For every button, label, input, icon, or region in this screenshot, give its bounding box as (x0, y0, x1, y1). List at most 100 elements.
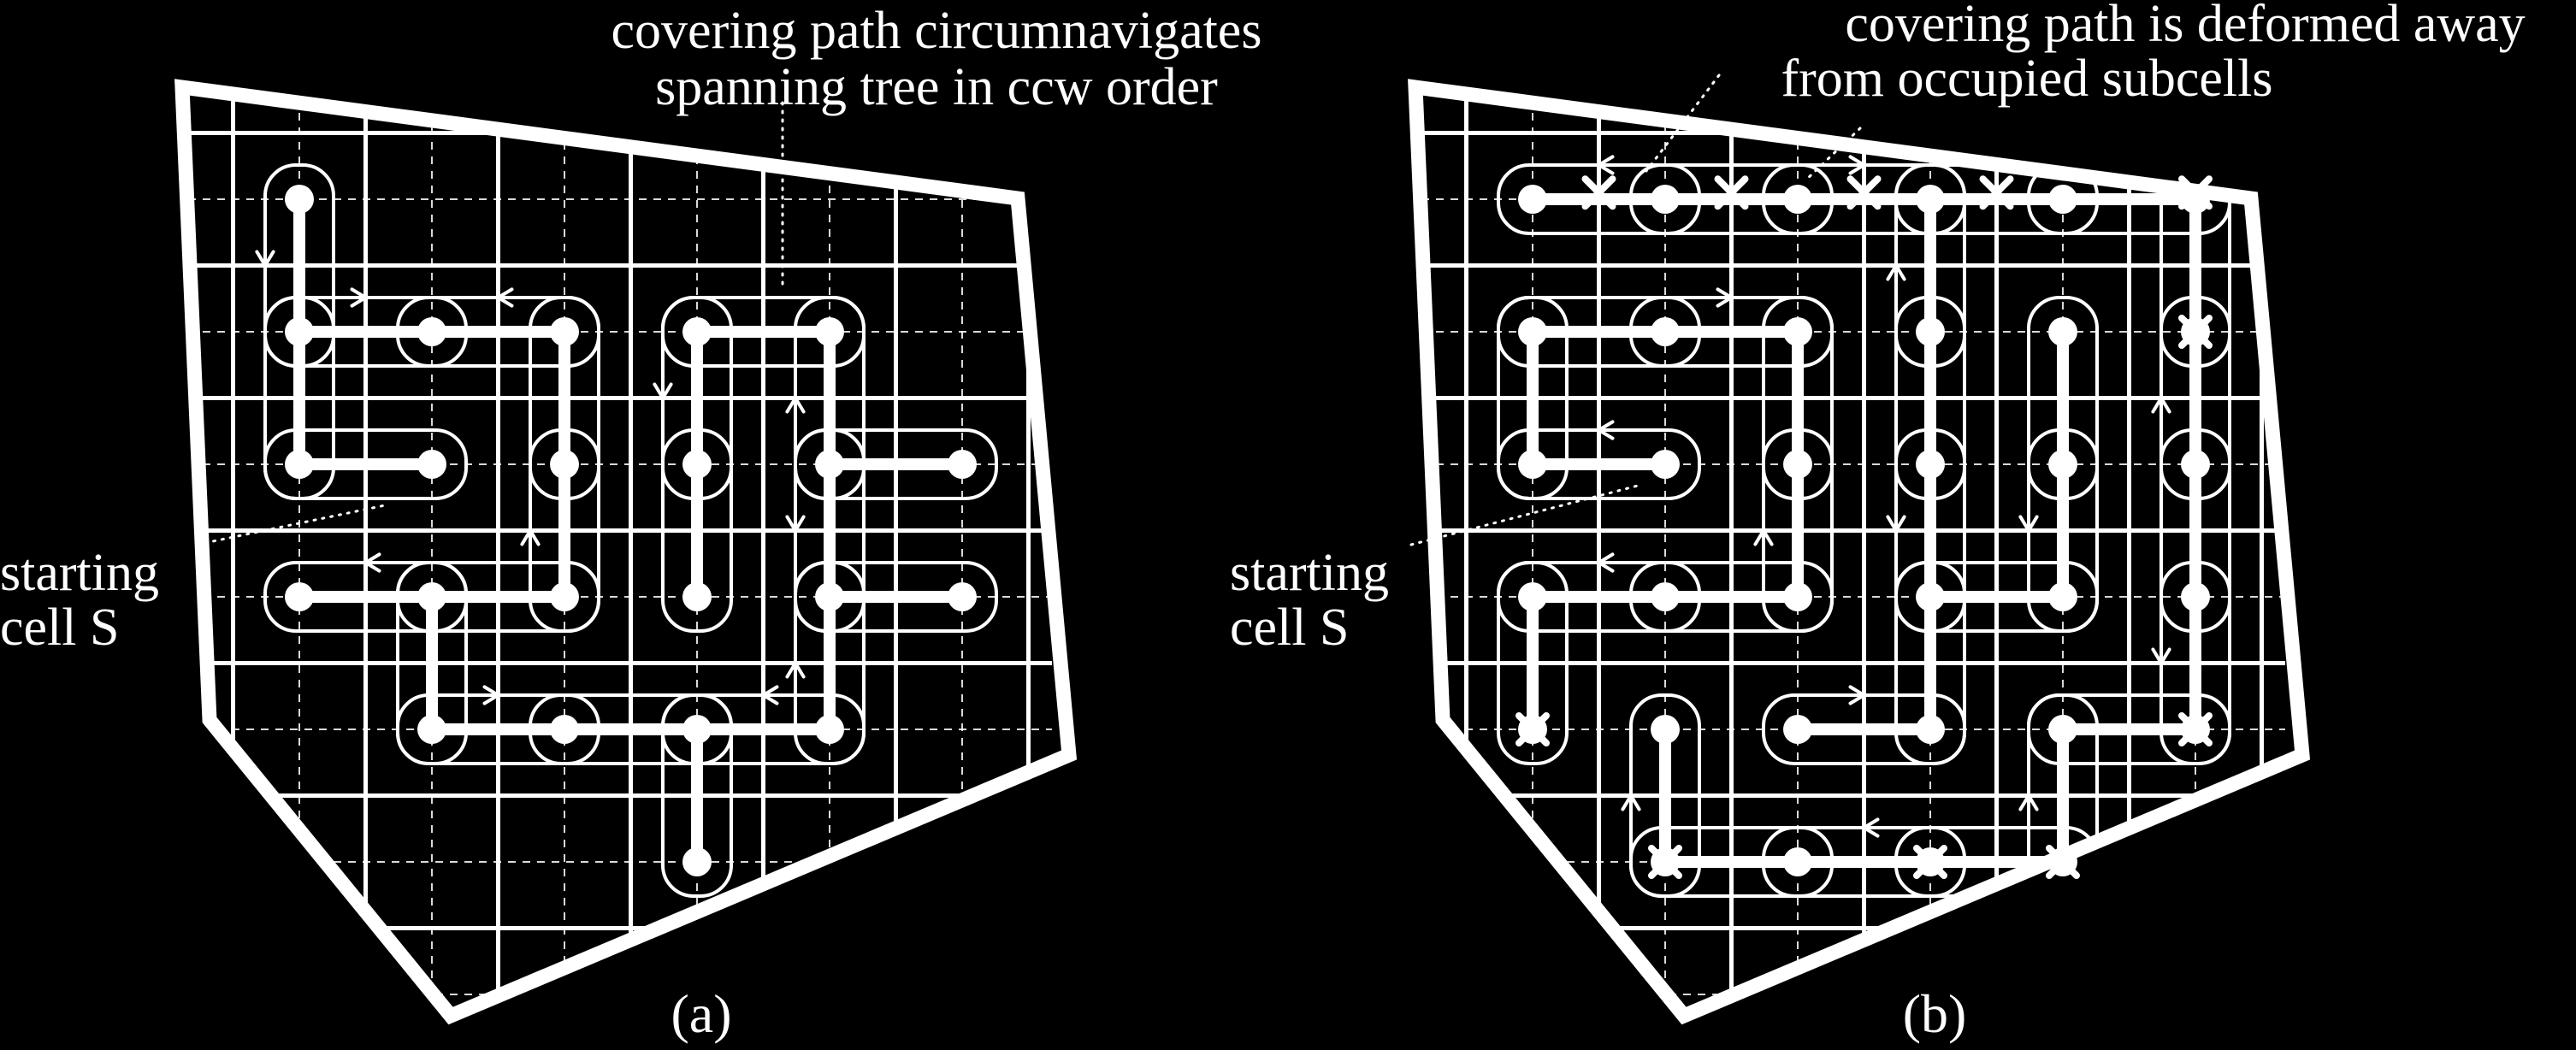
spanning-tree-node (285, 317, 314, 346)
start-label-line2-a: cell S (0, 599, 119, 657)
occupied-subcell-mark (1714, 175, 1749, 210)
covering-path-arrow (1716, 287, 1735, 308)
spanning-tree-node (2048, 185, 2077, 214)
spanning-tree-node (1916, 317, 1945, 346)
spanning-tree-node (815, 715, 844, 744)
spanning-tree-node (1783, 317, 1812, 346)
spanning-tree-node (1916, 582, 1945, 611)
start-label-line1-a: starting (0, 544, 159, 602)
spanning-tree-node (1783, 582, 1812, 611)
spanning-tree-node (1651, 582, 1680, 611)
covering-path-arrow (1595, 155, 1615, 175)
spanning-tree-node (948, 450, 977, 479)
covering-path-arrow (350, 287, 369, 308)
start-leader-b (1409, 484, 1640, 546)
spanning-tree-node (1783, 450, 1812, 479)
spanning-tree-node (2048, 715, 2077, 744)
spanning-tree-node (417, 317, 446, 346)
covering-path-arrow (759, 685, 779, 705)
covering-path-segment (2027, 693, 2231, 765)
spanning-tree-node (1518, 185, 1547, 214)
covering-path-segment (263, 428, 468, 500)
spanning-tree-node (2048, 317, 2077, 346)
covering-path-arrow (1848, 155, 1868, 175)
panel-a: covering path circumnavigates spanning t… (0, 2, 1262, 1044)
spanning-tree-node (1916, 185, 1945, 214)
occupied-subcell-mark (1846, 175, 1882, 210)
spanning-tree-node (550, 317, 579, 346)
spanning-tree-node (1783, 847, 1812, 876)
spanning-tree-node (285, 185, 314, 214)
spanning-tree-node (285, 450, 314, 479)
covering-path-arrow (785, 515, 806, 534)
occupied-subcell-mark (1979, 175, 2014, 210)
covering-path-arrow (362, 552, 381, 573)
spanning-tree-node (417, 582, 446, 611)
spanning-tree-node (1651, 317, 1680, 346)
spanning-tree-node (2181, 582, 2210, 611)
spanning-tree-node (682, 847, 712, 876)
workspace-boundary-b (1408, 79, 2311, 1025)
spanning-tree-node (417, 715, 446, 744)
callout-line1-a: covering path circumnavigates (612, 2, 1262, 60)
start-label-line2-b: cell S (1230, 599, 1349, 657)
occupied-subcell-mark (1648, 845, 1682, 879)
covering-path-arrow (2018, 792, 2039, 811)
spanning-tree-node (815, 317, 844, 346)
spanning-tree-a (285, 185, 977, 876)
spanning-tree-node (2048, 582, 2077, 611)
workspace-boundary-a (174, 79, 1078, 1025)
spanning-tree-node (1651, 715, 1680, 744)
spanning-tree-node (1518, 582, 1547, 611)
occupied-subcell-mark (1515, 712, 1550, 746)
covering-path-segment (1894, 561, 2099, 633)
covering-path-arrow (1848, 685, 1868, 705)
spanning-tree-node (1651, 185, 1680, 214)
panel-b: covering path is deformed away from occu… (1230, 0, 2526, 1044)
callout-line2-a: spanning tree in ccw order (655, 58, 1218, 116)
spanning-tree-node (815, 450, 844, 479)
spanning-tree-node (682, 715, 712, 744)
spanning-tree-node (550, 450, 579, 479)
covering-path-arrow (494, 287, 514, 308)
covering-path-arrow (785, 394, 806, 414)
covering-path-arrow (1753, 527, 1774, 546)
panel-caption-a: (a) (671, 983, 731, 1044)
start-label-line1-b: starting (1230, 544, 1389, 602)
covering-path-arrow (2151, 394, 2171, 414)
callout-line2-b: from occupied subcells (1781, 50, 2272, 108)
spanning-tree-node (285, 582, 314, 611)
spanning-tree-node (2181, 450, 2210, 479)
spanning-tree-node (948, 582, 977, 611)
covering-path-arrow (1860, 817, 1880, 838)
callout-line1-b: covering path is deformed away (1845, 0, 2525, 53)
spanning-tree-node (2048, 450, 2077, 479)
covering-path-arrow (785, 659, 806, 679)
covering-path-arrow (1886, 515, 1906, 534)
spanning-tree-node (1783, 715, 1812, 744)
occupied-subcell-mark (2178, 712, 2213, 746)
occupied-subcell-mark (2178, 315, 2213, 349)
spanning-tree-node (682, 317, 712, 346)
spanning-tree-node (1916, 715, 1945, 744)
covering-path-arrow (2018, 515, 2039, 534)
spanning-tree-node (1518, 450, 1547, 479)
panel-caption-b: (b) (1903, 983, 1967, 1044)
spanning-tree-node (1916, 450, 1945, 479)
spanning-tree-node (1651, 450, 1680, 479)
spanning-tree-node (682, 582, 712, 611)
spanning-tree-node (417, 450, 446, 479)
covering-path-segment (1497, 561, 1569, 765)
callout-leader-b1 (1645, 74, 1721, 173)
spanning-tree-node (550, 582, 579, 611)
covering-path-arrow (1595, 552, 1615, 573)
covering-path-segment (661, 693, 733, 898)
spanning-tree-node (550, 715, 579, 744)
spanning-tree-node (815, 582, 844, 611)
covering-path-arrow (1595, 420, 1615, 440)
covering-path-arrow (1621, 792, 1641, 811)
start-leader-a (195, 504, 387, 546)
covering-path-arrow (2125, 155, 2145, 175)
covering-path-arrow (2151, 647, 2171, 667)
